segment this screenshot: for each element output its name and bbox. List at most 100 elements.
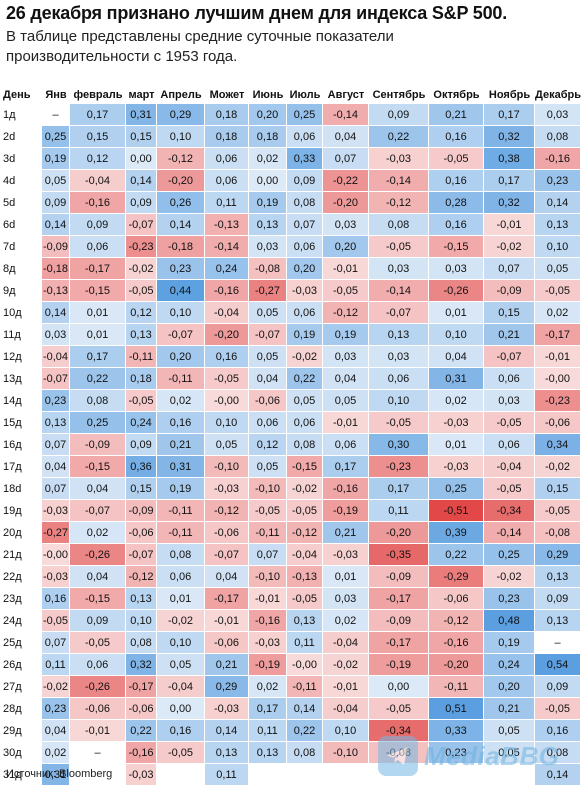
heatmap-cell: 0,07 bbox=[323, 148, 369, 170]
row-label-day: 23д bbox=[0, 588, 42, 610]
heatmap-cell: -0,07 bbox=[484, 346, 535, 368]
heatmap-cell: -0,05 bbox=[369, 236, 429, 258]
table-row: 28д 0,23 -0,06 -0,06 0,00 -0,03 0,17 0,14 -0,04-… bbox=[0, 698, 581, 720]
heatmap-cell: 0,11 bbox=[205, 192, 249, 214]
heatmap-cell: -0,07 bbox=[249, 324, 287, 346]
heatmap-cell: 0,09 bbox=[126, 434, 157, 456]
heatmap-cell: -0,12 bbox=[369, 192, 429, 214]
heatmap-cell: 0,03 bbox=[369, 346, 429, 368]
heatmap-cell: -0,03 bbox=[205, 478, 249, 500]
heatmap-cell: 0,02 bbox=[249, 676, 287, 698]
heatmap-cell: 0,10 bbox=[126, 610, 157, 632]
table-row: 21д -0,00 -0,26 -0,07 0,08 -0,07 0,07 -0,04 -0,0… bbox=[0, 544, 581, 566]
heatmap-cell: -0,09 bbox=[42, 236, 70, 258]
table-row: 31д 0,31 -0,03 0,11 0,14 bbox=[0, 764, 581, 786]
heatmap-cell: 0,06 bbox=[369, 368, 429, 390]
heatmap-cell bbox=[484, 764, 535, 786]
row-label-day: 21д bbox=[0, 544, 42, 566]
heatmap-cell: 0,00 bbox=[126, 148, 157, 170]
table-row: 9д -0,13 -0,15 -0,05 0,44 -0,16 -0,27 -0,03 -0,0… bbox=[0, 280, 581, 302]
heatmap-cell: 0,32 bbox=[484, 126, 535, 148]
heatmap-cell: 0,00 bbox=[249, 170, 287, 192]
table-row: 18d 0,07 0,04 0,15 0,19 -0,03 -0,10 -0,02 -0,16 0… bbox=[0, 478, 581, 500]
heatmap-cell: -0,12 bbox=[126, 566, 157, 588]
heatmap-cell: 0,36 bbox=[126, 456, 157, 478]
heatmap-cell: 0,20 bbox=[484, 676, 535, 698]
heatmap-cell: 0,07 bbox=[42, 478, 70, 500]
heatmap-cell: 0,06 bbox=[323, 434, 369, 456]
heatmap-cell: 0,01 bbox=[157, 588, 205, 610]
heatmap-cell: 0,04 bbox=[429, 346, 484, 368]
heatmap-cell: 0,25 bbox=[484, 544, 535, 566]
heatmap-cell: 0,13 bbox=[287, 610, 323, 632]
table-row: 24д -0,05 0,09 0,10 -0,02 -0,01 -0,16 0,13 0,02-… bbox=[0, 610, 581, 632]
heatmap-cell: 0,09 bbox=[369, 104, 429, 126]
heatmap-cell: 0,25 bbox=[429, 478, 484, 500]
heatmap-cell: 0,17 bbox=[484, 104, 535, 126]
heatmap-cell: -0,09 bbox=[369, 610, 429, 632]
heatmap-cell: 0,16 bbox=[157, 412, 205, 434]
heatmap-cell: 0,04 bbox=[249, 368, 287, 390]
heatmap-cell: -0,04 bbox=[42, 346, 70, 368]
heatmap-cell: 0,07 bbox=[42, 632, 70, 654]
table-row: 5d 0,09 -0,16 0,09 0,26 0,11 0,19 0,08 -0,20 -0,1… bbox=[0, 192, 581, 214]
heatmap-cell: 0,03 bbox=[323, 214, 369, 236]
heatmap-cell: -0,03 bbox=[249, 632, 287, 654]
heatmap-cell: 0,08 bbox=[287, 434, 323, 456]
heatmap-cell: 0,09 bbox=[535, 676, 581, 698]
row-label-day: 12д bbox=[0, 346, 42, 368]
heatmap-cell: -0,05 bbox=[535, 698, 581, 720]
heatmap-cell: -0,05 bbox=[70, 632, 126, 654]
heatmap-cell: 0,17 bbox=[70, 346, 126, 368]
row-label-day: 5d bbox=[0, 192, 42, 214]
heatmap-cell: 0,03 bbox=[535, 104, 581, 126]
watermark-text: MediaBBG bbox=[424, 740, 560, 771]
heatmap-cell: -0,05 bbox=[369, 412, 429, 434]
heatmap-cell: -0,11 bbox=[287, 676, 323, 698]
heatmap-cell: -0,05 bbox=[157, 742, 205, 764]
heatmap-cell: -0,05 bbox=[535, 280, 581, 302]
row-label-day: 30д bbox=[0, 742, 42, 764]
heatmap-cell: -0,27 bbox=[42, 522, 70, 544]
heatmap-cell: -0,01 bbox=[323, 258, 369, 280]
heatmap-cell: 0,23 bbox=[157, 258, 205, 280]
heatmap-cell: 0,13 bbox=[126, 588, 157, 610]
heatmap-cell: 0,33 bbox=[429, 720, 484, 742]
heatmap-cell: -0,11 bbox=[126, 346, 157, 368]
heatmap-cell: 0,01 bbox=[70, 324, 126, 346]
heatmap-cell: 0,31 bbox=[157, 456, 205, 478]
heatmap-cell: -0,10 bbox=[249, 478, 287, 500]
heatmap-cell: -0,02 bbox=[323, 654, 369, 676]
source-note: Источник: Bloomberg bbox=[6, 768, 113, 780]
heatmap-cell: 0,10 bbox=[535, 236, 581, 258]
heatmap-cell: -0,05 bbox=[249, 500, 287, 522]
heatmap-cell: 0,04 bbox=[70, 478, 126, 500]
heatmap-cell: 0,08 bbox=[126, 632, 157, 654]
heatmap-cell bbox=[157, 764, 205, 786]
heatmap-cell: -0,01 bbox=[535, 346, 581, 368]
heatmap-cell: 0,04 bbox=[323, 126, 369, 148]
chart-subtitle: В таблице представлены средние суточные … bbox=[6, 28, 394, 65]
heatmap-cell: -0,12 bbox=[323, 302, 369, 324]
heatmap-cell: 0,16 bbox=[429, 126, 484, 148]
heatmap-cell: 0,21 bbox=[484, 698, 535, 720]
heatmap-cell: – bbox=[42, 104, 70, 126]
heatmap-cell: 0,16 bbox=[535, 720, 581, 742]
heatmap-cell: 0,29 bbox=[157, 104, 205, 126]
heatmap-cell: -0,23 bbox=[126, 236, 157, 258]
heatmap-cell: 0,13 bbox=[42, 412, 70, 434]
row-label-day: 19д bbox=[0, 500, 42, 522]
heatmap-cell: 0,04 bbox=[42, 456, 70, 478]
heatmap-cell: 0,03 bbox=[484, 390, 535, 412]
heatmap-cell bbox=[323, 764, 369, 786]
heatmap-cell: -0,03 bbox=[42, 500, 70, 522]
telegram-plane-icon bbox=[378, 736, 418, 776]
heatmap-cell: -0,07 bbox=[157, 324, 205, 346]
heatmap-cell: 0,14 bbox=[287, 698, 323, 720]
heatmap-cell: -0,13 bbox=[42, 280, 70, 302]
heatmap-cell: -0,11 bbox=[429, 676, 484, 698]
heatmap-cell: 0,20 bbox=[157, 346, 205, 368]
heatmap-cell: 0,06 bbox=[287, 412, 323, 434]
heatmap-cell: 0,30 bbox=[369, 434, 429, 456]
heatmap-cell: – bbox=[70, 742, 126, 764]
